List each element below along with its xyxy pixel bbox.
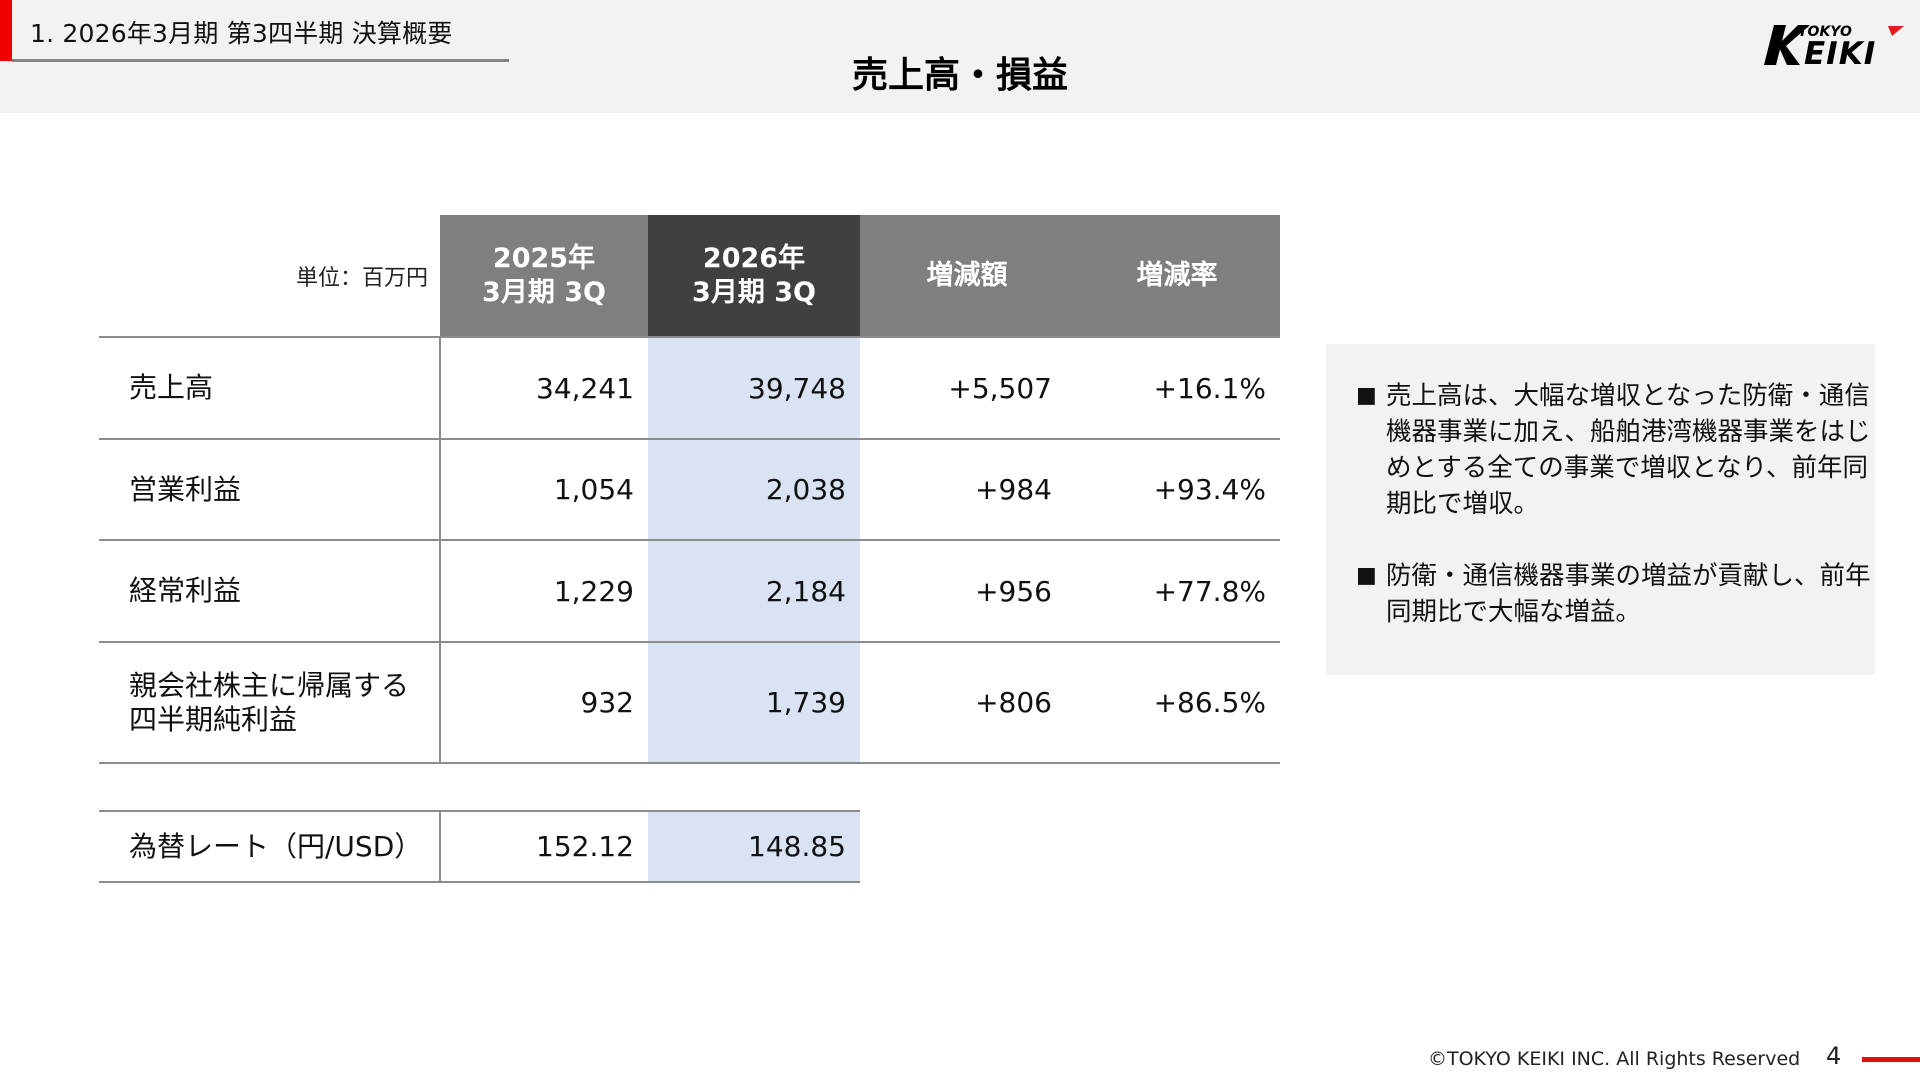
column-header-line1: 2025年 xyxy=(492,243,596,274)
cell-fx-prev: 152.12 xyxy=(536,830,634,863)
row-label-text: 親会社株主に帰属する xyxy=(129,668,410,702)
row-label-fx-rate: 為替レート（円/USD） xyxy=(99,811,439,882)
row-label-text: 売上高 xyxy=(129,371,214,404)
cell-rate: +77.8% xyxy=(1153,574,1266,608)
cell-fx-curr: 148.85 xyxy=(748,830,846,863)
footer-accent-bar xyxy=(1862,1057,1920,1062)
current-period-highlight-fx xyxy=(648,811,860,882)
commentary-text: 防衛・通信機器事業の増益が貢献し、前年同期比で大幅な増益。 xyxy=(1386,561,1871,627)
svg-text:EIKI: EIKI xyxy=(1804,36,1876,70)
cell-diff: +806 xyxy=(975,686,1052,719)
row-label-net-sales: 売上高 xyxy=(99,337,439,439)
unit-label: 単位：百万円 xyxy=(295,266,428,291)
cell-diff: +5,507 xyxy=(948,371,1052,405)
section-breadcrumb: 1. 2026年3月期 第3四半期 決算概要 xyxy=(30,19,453,48)
row-divider xyxy=(99,438,1280,440)
row-label-text: 四半期純利益 xyxy=(129,702,298,736)
row-divider xyxy=(99,336,1280,338)
row-label-operating-profit: 営業利益 xyxy=(99,439,439,540)
column-header-fy2026-3q: 2026年 3月期 3Q xyxy=(648,215,860,337)
row-label-text: 営業利益 xyxy=(129,472,242,506)
row-divider xyxy=(99,641,1280,643)
row-divider xyxy=(99,881,860,883)
column-header-line1: 2026年 xyxy=(702,243,806,274)
column-header-line2: 3月期 3Q xyxy=(482,277,606,308)
tokyo-keiki-logo: TOKYO EIKI xyxy=(1764,24,1904,70)
commentary-text: 売上高は、大幅な増収となった防衛・通信機器事業に加え、船舶港湾機器事業をはじめと… xyxy=(1386,381,1871,519)
column-header-fy2025-3q: 2025年 3月期 3Q xyxy=(440,215,648,337)
cell-prev: 34,241 xyxy=(536,371,634,405)
section-accent-bar xyxy=(0,0,12,61)
cell-prev: 932 xyxy=(580,686,634,719)
page-number: 4 xyxy=(1826,1042,1842,1070)
row-divider xyxy=(99,762,1280,764)
breadcrumb-underline xyxy=(12,59,509,62)
copyright-text: ©TOKYO KEIKI INC. All Rights Reserved xyxy=(1428,1048,1801,1070)
cell-rate: +86.5% xyxy=(1153,686,1266,719)
cell-prev: 1,229 xyxy=(553,574,634,608)
cell-curr: 1,739 xyxy=(765,686,846,719)
column-header-change-amount: 増減額 xyxy=(860,215,1074,337)
commentary-item: ■ 防衛・通信機器事業の増益が貢献し、前年同期比で大幅な増益。 xyxy=(1356,558,1875,630)
row-divider xyxy=(99,539,1280,541)
cell-diff: +956 xyxy=(975,574,1052,608)
square-bullet-icon: ■ xyxy=(1356,563,1377,588)
column-header-line1: 増減額 xyxy=(926,260,1008,291)
square-bullet-icon: ■ xyxy=(1356,383,1377,408)
row-label-text: 為替レート（円/USD） xyxy=(129,829,423,863)
row-label-ordinary-profit: 経常利益 xyxy=(99,540,439,642)
cell-curr: 2,038 xyxy=(765,473,846,506)
column-header-line1: 増減率 xyxy=(1136,260,1218,291)
cell-rate: +16.1% xyxy=(1153,371,1266,405)
cell-rate: +93.4% xyxy=(1153,473,1266,506)
commentary-item: ■ 売上高は、大幅な増収となった防衛・通信機器事業に加え、船舶港湾機器事業をはじ… xyxy=(1356,378,1875,522)
slide-header: 1. 2026年3月期 第3四半期 決算概要 売上高・損益 TOKYO EIKI xyxy=(0,0,1920,113)
column-header-change-rate: 増減率 xyxy=(1074,215,1280,337)
current-period-highlight xyxy=(648,337,860,763)
row-label-net-income: 親会社株主に帰属する 四半期純利益 xyxy=(99,642,439,763)
page-title: 売上高・損益 xyxy=(851,55,1068,96)
cell-diff: +984 xyxy=(975,473,1052,506)
svg-text:TOKYO: TOKYO xyxy=(1798,24,1852,40)
commentary-box: ■ 売上高は、大幅な増収となった防衛・通信機器事業に加え、船舶港湾機器事業をはじ… xyxy=(1326,344,1875,675)
column-divider xyxy=(439,337,441,763)
column-divider xyxy=(439,811,441,882)
cell-prev: 1,054 xyxy=(553,473,634,506)
row-label-text: 経常利益 xyxy=(129,574,242,607)
column-header-line2: 3月期 3Q xyxy=(692,277,816,308)
row-divider xyxy=(99,810,860,812)
cell-curr: 2,184 xyxy=(765,574,846,608)
cell-curr: 39,748 xyxy=(748,371,846,405)
